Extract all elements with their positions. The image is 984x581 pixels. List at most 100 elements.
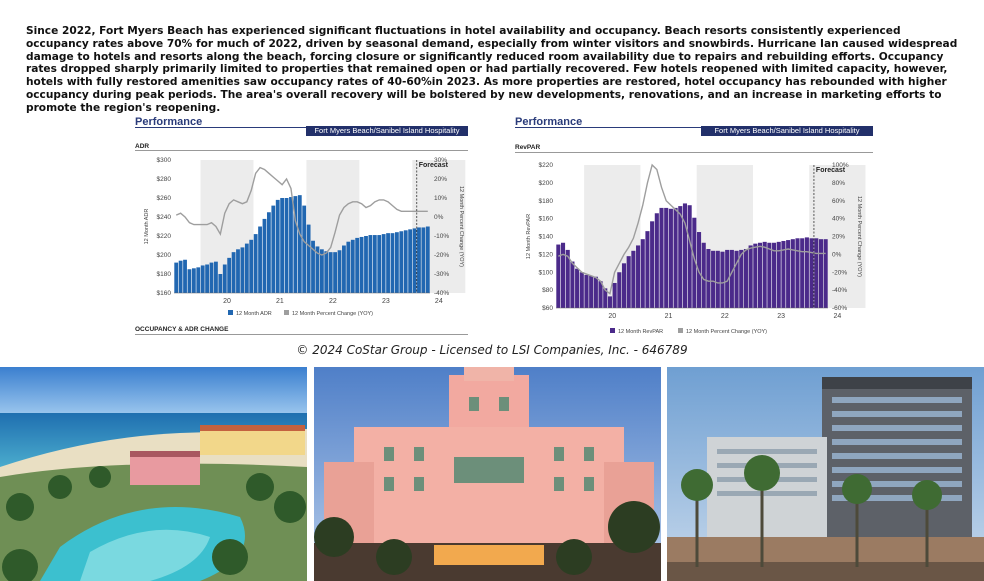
bar <box>399 231 404 293</box>
y-tick-label: $140 <box>539 234 554 241</box>
x-tick-label: 23 <box>382 298 390 305</box>
y-tick-label: $120 <box>539 251 554 258</box>
bar <box>425 226 430 293</box>
bar <box>767 242 772 308</box>
legend-swatch-bars <box>610 328 615 333</box>
bar <box>275 199 280 293</box>
y2-tick-label: -20% <box>832 269 847 276</box>
bar <box>593 276 598 308</box>
bar <box>372 235 377 293</box>
bar <box>659 207 664 308</box>
bar <box>706 249 711 308</box>
bar <box>258 226 262 293</box>
bar <box>790 239 795 308</box>
bar <box>209 262 214 293</box>
legend-label-line: 12 Month Percent Change (YOY) <box>686 329 767 335</box>
bar <box>386 233 390 293</box>
bar <box>809 238 814 308</box>
bar <box>403 230 408 293</box>
shaded-band <box>306 160 360 293</box>
bar <box>692 217 697 308</box>
legend-label-bars: 12 Month RevPAR <box>618 329 663 335</box>
y-tick-label: $160 <box>157 290 172 297</box>
left-performance-panel: Performance Fort Myers Beach/Sanibel Isl… <box>135 116 468 336</box>
x-tick-label: 21 <box>665 313 673 320</box>
bar <box>311 240 315 293</box>
bar <box>795 238 800 308</box>
bar <box>786 240 791 308</box>
bar <box>306 224 311 293</box>
shaded-band <box>809 165 866 308</box>
bar <box>271 205 276 293</box>
bar <box>589 275 594 308</box>
y-tick-label: $200 <box>539 180 554 187</box>
bar <box>236 249 240 293</box>
legend-swatch-line <box>678 328 683 333</box>
bar <box>664 207 669 308</box>
y2-tick-label: -10% <box>434 233 449 240</box>
y2-tick-label: 20% <box>832 234 845 241</box>
bar <box>394 232 399 293</box>
adr-chart: Forecast $300 $280 $260 $240 $220 $200 $180 $160… <box>144 157 466 317</box>
bar <box>757 242 763 308</box>
bar <box>205 264 210 293</box>
bar <box>725 249 730 308</box>
bar <box>183 259 187 293</box>
y2-tick-label: 0% <box>832 251 842 258</box>
bar <box>650 221 655 308</box>
bar <box>222 264 227 293</box>
bar <box>640 239 645 308</box>
left-panel-title: Performance <box>135 116 203 128</box>
y2-tick-label: 40% <box>832 216 845 223</box>
legend-swatch-line <box>284 310 289 315</box>
bar <box>579 272 584 308</box>
legend-label-line: 12 Month Percent Change (YOY) <box>292 311 373 317</box>
bar <box>328 252 333 293</box>
y2-tick-label: -40% <box>832 287 847 294</box>
x-tick-label: 23 <box>777 313 785 320</box>
left-chart-rule <box>135 150 468 151</box>
bar <box>342 245 346 293</box>
bar <box>814 238 819 308</box>
y-tick-label: $220 <box>539 162 554 169</box>
right-chart-label: RevPAR <box>515 144 541 151</box>
bar <box>617 272 622 308</box>
bar <box>244 243 249 293</box>
y2-tick-label: 0% <box>434 214 444 221</box>
y2-tick-label: 30% <box>434 157 447 164</box>
intro-paragraph: Since 2022, Fort Myers Beach has experie… <box>26 25 958 114</box>
bar <box>823 239 828 308</box>
forecast-label: Forecast <box>419 162 449 169</box>
bar <box>280 198 285 293</box>
x-tick-label: 22 <box>721 313 729 320</box>
bar <box>284 198 289 293</box>
bar <box>200 265 205 293</box>
bar <box>603 288 608 308</box>
bar <box>631 250 636 308</box>
bar <box>584 274 589 308</box>
right-chart-rule <box>515 152 873 153</box>
y-tick-label: $100 <box>539 269 554 276</box>
bar <box>626 256 631 308</box>
left-panel-rule <box>135 127 468 128</box>
y-tick-label: $160 <box>539 216 554 223</box>
bar <box>729 249 734 308</box>
bar <box>636 245 641 308</box>
y-tick-label: $60 <box>542 305 553 312</box>
bar <box>359 236 364 293</box>
bar <box>293 196 298 293</box>
y-axis-title: 12 Month ADR <box>144 209 150 245</box>
percent-change-line <box>175 166 428 256</box>
y-tick-label: $180 <box>157 271 172 278</box>
copyright-caption: © 2024 CoStar Group - Licensed to LSI Co… <box>296 343 688 357</box>
bar <box>772 242 777 308</box>
bar <box>711 250 716 308</box>
forecast-label: Forecast <box>816 167 846 174</box>
bar <box>377 235 382 293</box>
bar <box>253 234 258 293</box>
bar <box>174 262 179 293</box>
y2-tick-label: -40% <box>434 290 449 297</box>
bar <box>781 240 786 308</box>
bar <box>804 237 809 308</box>
y2-tick-label: 20% <box>434 176 447 183</box>
